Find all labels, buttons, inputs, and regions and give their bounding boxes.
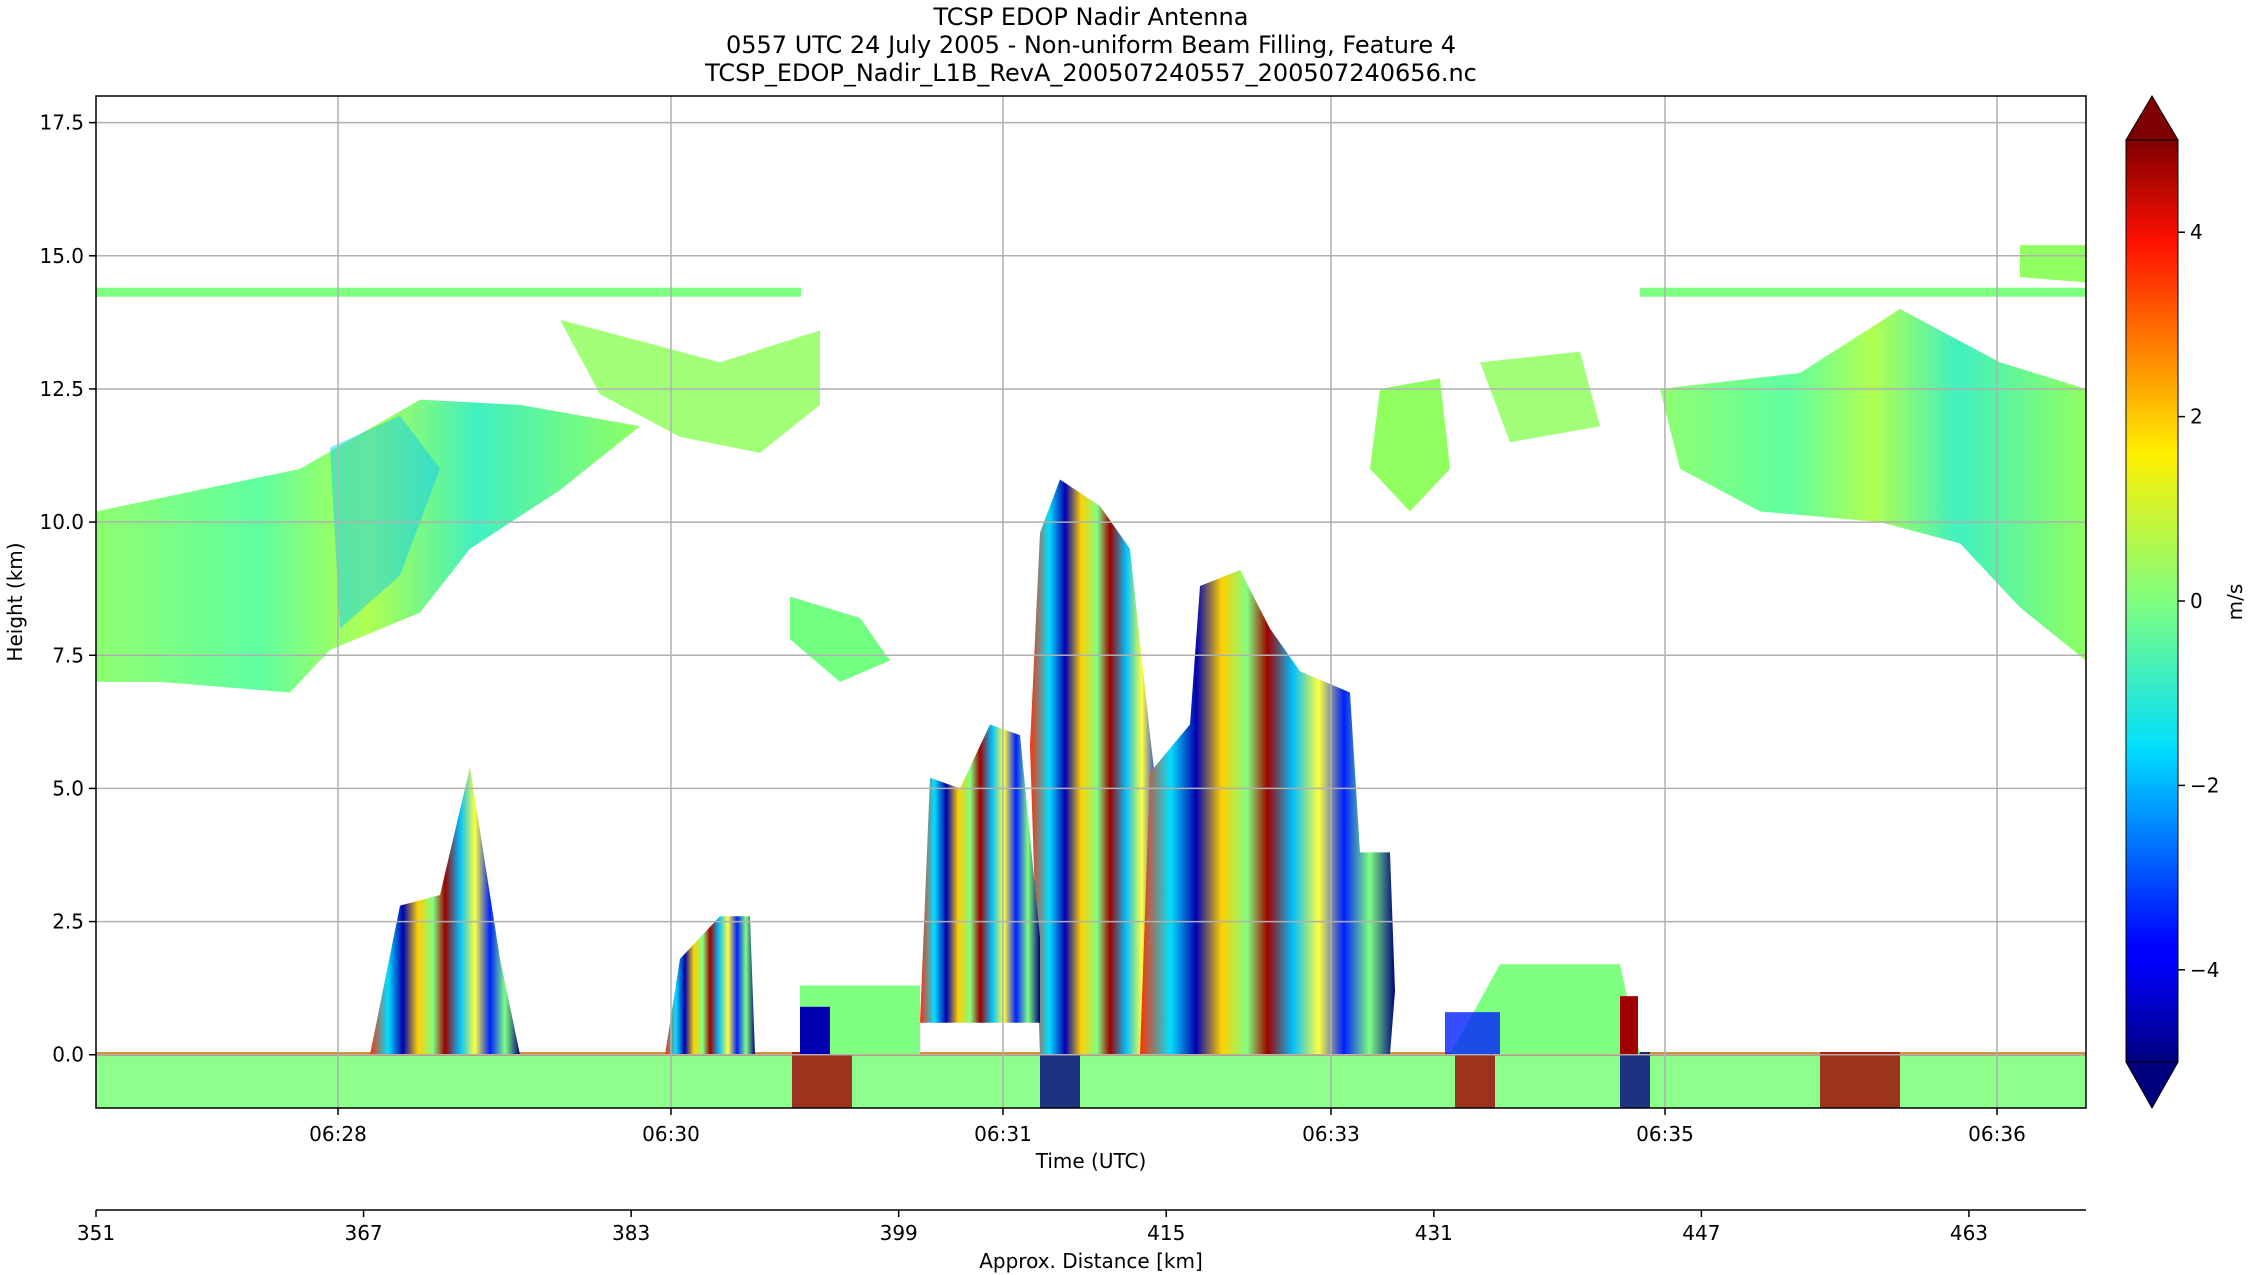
y-axis-label: Height (km) — [3, 542, 27, 661]
x-axis: 06:28 06:30 06:31 06:33 06:35 06:36 — [309, 1108, 2026, 1146]
colorbar-body — [2125, 139, 2179, 1063]
x-tick-label: 06:33 — [1302, 1122, 1360, 1146]
cirrus-layer-left — [96, 287, 801, 297]
x-tick-label: 06:35 — [1636, 1122, 1694, 1146]
distance-tick-label: 447 — [1682, 1221, 1720, 1245]
surface-echo-band — [96, 1052, 2086, 1108]
shallow-cell-3-edge — [1620, 996, 1638, 1055]
surface-echo-streak — [1040, 1052, 1080, 1108]
upper-cloud-patch-3 — [1480, 351, 1600, 443]
shallow-cell-1 — [370, 767, 520, 1055]
y-tick-label: 10.0 — [39, 510, 84, 534]
surface-echo-streak — [1620, 1052, 1650, 1108]
y-tick-label: 5.0 — [52, 776, 84, 800]
y-tick-label: 17.5 — [39, 111, 84, 135]
plot-frame — [95, 95, 2087, 1109]
chart-title-line-3: TCSP_EDOP_Nadir_L1B_RevA_200507240557_20… — [704, 59, 1477, 87]
grid-lines — [96, 96, 2086, 1108]
colorbar-tick-label: 0 — [2190, 589, 2203, 613]
distance-tick-label: 383 — [612, 1221, 650, 1245]
surface-echo-streak — [1820, 1052, 1900, 1108]
distance-tick-label: 367 — [344, 1221, 382, 1245]
distance-tick-label: 351 — [77, 1221, 115, 1245]
x-tick-label: 06:30 — [642, 1122, 700, 1146]
distance-axis: 351 367 383 399 415 431 447 463 — [77, 1209, 2086, 1245]
y-tick-label: 12.5 — [39, 377, 84, 401]
cirrus-layer-right — [1640, 287, 2086, 297]
colorbar-extend-top — [2125, 95, 2179, 141]
x-tick-label: 06:36 — [1968, 1122, 2026, 1146]
chart-title-line-2: 0557 UTC 24 July 2005 - Non-uniform Beam… — [726, 31, 1456, 59]
colorbar-tick-label: −2 — [2190, 773, 2219, 797]
colorbar-extend-bottom — [2125, 1061, 2179, 1110]
surface-echo-streak — [1455, 1052, 1495, 1108]
colorbar-tick-label: 2 — [2190, 405, 2203, 429]
shallow-cell-2 — [665, 916, 755, 1055]
surface-echo-streak — [792, 1052, 852, 1108]
convective-cell-c — [920, 724, 1040, 1023]
right-top-patch — [2020, 245, 2086, 283]
distance-tick-label: 399 — [880, 1221, 918, 1245]
upper-cloud-patch — [560, 319, 820, 453]
y-axis: 0.0 2.5 5.0 7.5 10.0 12.5 15.0 17.5 — [39, 111, 96, 1067]
chart-title-line-1: TCSP EDOP Nadir Antenna — [933, 3, 1249, 31]
distance-tick-label: 463 — [1950, 1221, 1988, 1245]
x-tick-label: 06:28 — [309, 1122, 367, 1146]
left-anvil-cloud — [96, 399, 640, 693]
colorbar-label: m/s — [2223, 584, 2247, 621]
mid-cloud-patch — [790, 596, 890, 682]
plot-area: 0.02.55.07.510.012.515.017.5 06:28 06:30 0… — [39, 95, 2087, 1146]
x-axis-label: Time (UTC) — [1035, 1149, 1147, 1173]
y-tick-label: 15.0 — [39, 244, 84, 268]
shallow-cell-3-downdraft — [1445, 1012, 1500, 1055]
y-tick-label: 2.5 — [52, 910, 84, 934]
distance-axis-label: Approx. Distance [km] — [979, 1249, 1203, 1273]
x-tick-label: 06:31 — [974, 1122, 1032, 1146]
colorbar-tick-label: 4 — [2190, 220, 2203, 244]
low-cloud-downdraft — [800, 1006, 830, 1055]
radar-echo-layer — [96, 245, 2086, 1108]
distance-tick-label: 431 — [1415, 1221, 1453, 1245]
y-tick-label: 7.5 — [52, 643, 84, 667]
y-tick-label: 0.0 — [52, 1043, 84, 1067]
colorbar-tick-label: −4 — [2190, 958, 2219, 982]
distance-tick-label: 415 — [1147, 1221, 1185, 1245]
colorbar: −4 −2 0 2 4 — [2125, 95, 2219, 1110]
right-anvil-cloud — [1660, 309, 2086, 661]
upper-cloud-patch-2 — [1370, 378, 1450, 512]
